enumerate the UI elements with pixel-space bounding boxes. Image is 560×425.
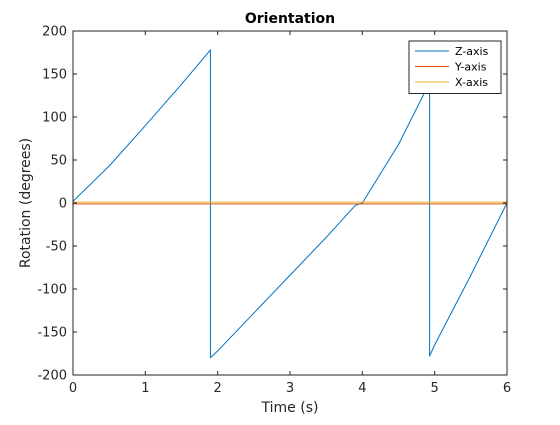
x-axis-label: Time (s) — [261, 400, 319, 416]
x-tick-label: 4 — [358, 381, 366, 396]
legend-label: Z-axis — [455, 45, 489, 58]
x-tick-label: 5 — [431, 381, 439, 396]
x-tick-label: 6 — [503, 381, 511, 396]
series-layer — [73, 49, 507, 359]
series-line-z-axis — [73, 49, 507, 359]
y-tick-label: 0 — [59, 197, 67, 212]
y-tick-label: 50 — [50, 154, 67, 169]
chart-title: Orientation — [245, 11, 335, 27]
y-tick-label: -50 — [46, 240, 67, 255]
x-tick-label: 3 — [286, 381, 294, 396]
y-tick-label: 200 — [42, 25, 67, 40]
y-tick-label: -150 — [37, 326, 67, 341]
x-tick-label: 2 — [214, 381, 222, 396]
y-tick-label: 150 — [42, 68, 67, 83]
legend-label: Y-axis — [454, 61, 487, 74]
legend-label: X-axis — [455, 76, 488, 89]
y-tick-label: -200 — [37, 369, 67, 384]
x-tick-label: 1 — [141, 381, 149, 396]
y-tick-label: -100 — [37, 283, 67, 298]
legend: Z-axis Y-axis X-axis — [408, 40, 502, 94]
x-tick-label: 0 — [69, 381, 77, 396]
y-tick-label: 100 — [42, 111, 67, 126]
axes-layer: 0 1 2 3 4 5 6 -200 -150 -100 -50 0 50 100 150 200 — [37, 25, 511, 397]
legend-box — [408, 40, 502, 94]
y-axis-label: Rotation (degrees) — [18, 138, 34, 268]
